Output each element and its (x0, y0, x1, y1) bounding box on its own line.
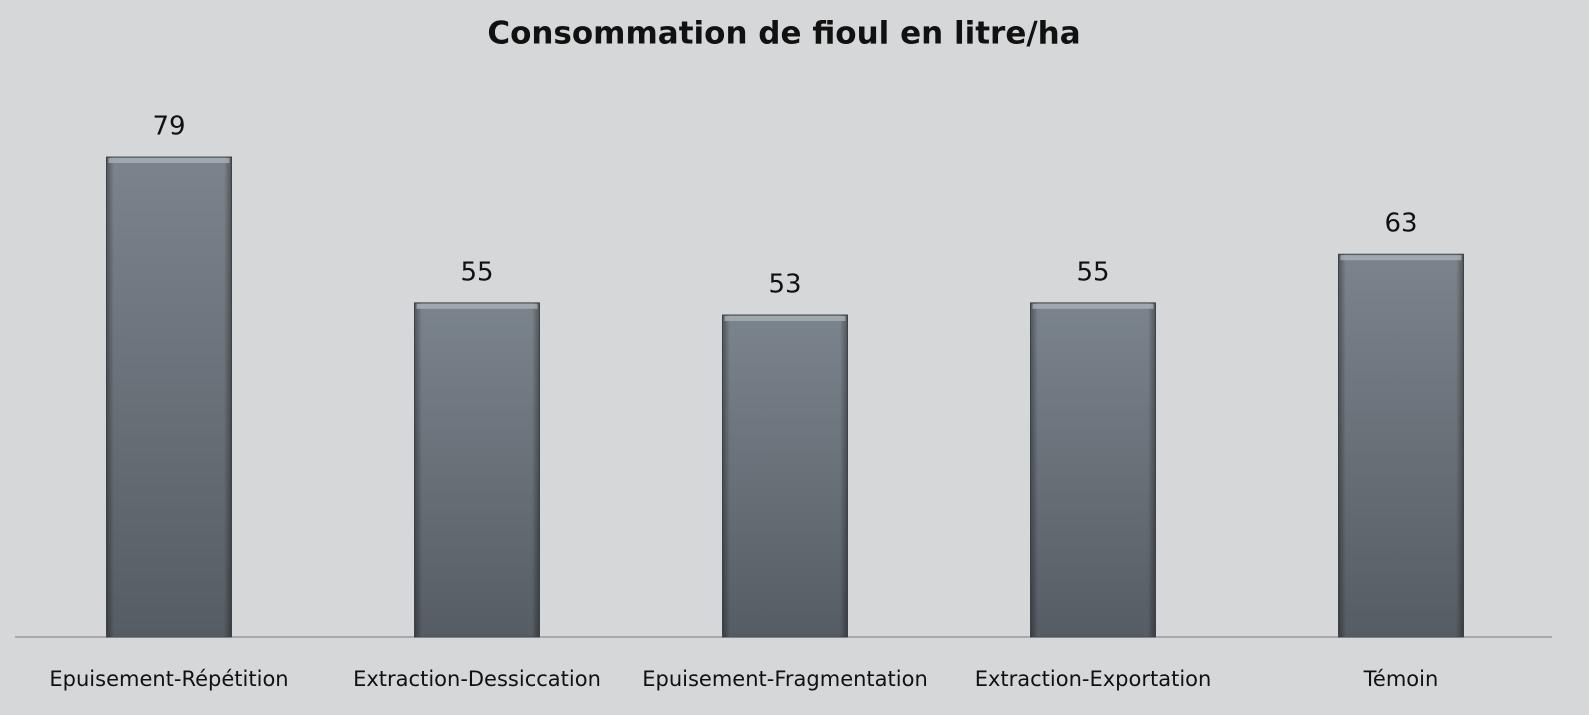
bar-shade (1338, 254, 1464, 637)
bar-shade (106, 157, 232, 637)
bar-highlight (416, 303, 538, 309)
bar-highlight (1340, 255, 1462, 261)
value-label: 55 (460, 257, 493, 287)
bar-group (414, 302, 540, 638)
bar-group (1338, 253, 1464, 638)
bar-group (722, 314, 848, 638)
x-tick-label: Extraction-Exportation (975, 667, 1212, 691)
bar-highlight (108, 158, 230, 163)
bar-shade (414, 302, 540, 637)
chart-title: Consommation de fioul en litre/ha (487, 16, 1080, 52)
x-tick-label: Témoin (1363, 667, 1439, 691)
bar-highlight (1032, 303, 1154, 309)
bar-shade (722, 314, 848, 637)
value-label: 55 (1076, 257, 1109, 287)
value-label: 53 (768, 269, 801, 299)
x-tick-label: Epuisement-Répétition (49, 667, 288, 691)
value-label: 63 (1384, 209, 1417, 239)
x-tick-label: Extraction-Dessiccation (353, 667, 601, 691)
bar-highlight (724, 315, 846, 321)
bar-group (106, 156, 232, 638)
bar-shade (1030, 302, 1156, 637)
bar-group (1030, 302, 1156, 638)
x-tick-label: Epuisement-Fragmentation (642, 667, 928, 691)
value-label: 79 (152, 112, 185, 142)
